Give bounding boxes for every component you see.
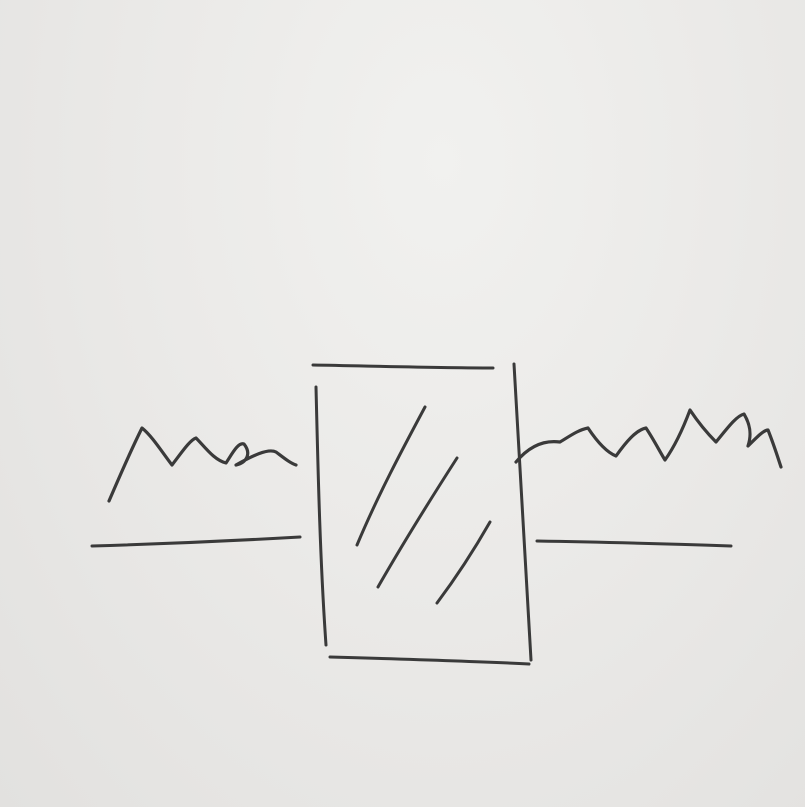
filter-hatch-3 bbox=[435, 520, 492, 605]
filter-block-left-edge bbox=[314, 385, 328, 647]
output-signal-waveform bbox=[514, 408, 783, 469]
filter-hatch-2 bbox=[376, 456, 459, 589]
output-baseline bbox=[535, 539, 733, 548]
input-signal-waveform bbox=[107, 426, 298, 503]
filter-block-right-edge bbox=[512, 362, 533, 662]
input-baseline bbox=[90, 535, 302, 548]
filter-hatch-1 bbox=[355, 405, 427, 547]
filter-block-bottom-edge bbox=[328, 655, 531, 666]
filter-block-top-edge bbox=[311, 363, 495, 370]
